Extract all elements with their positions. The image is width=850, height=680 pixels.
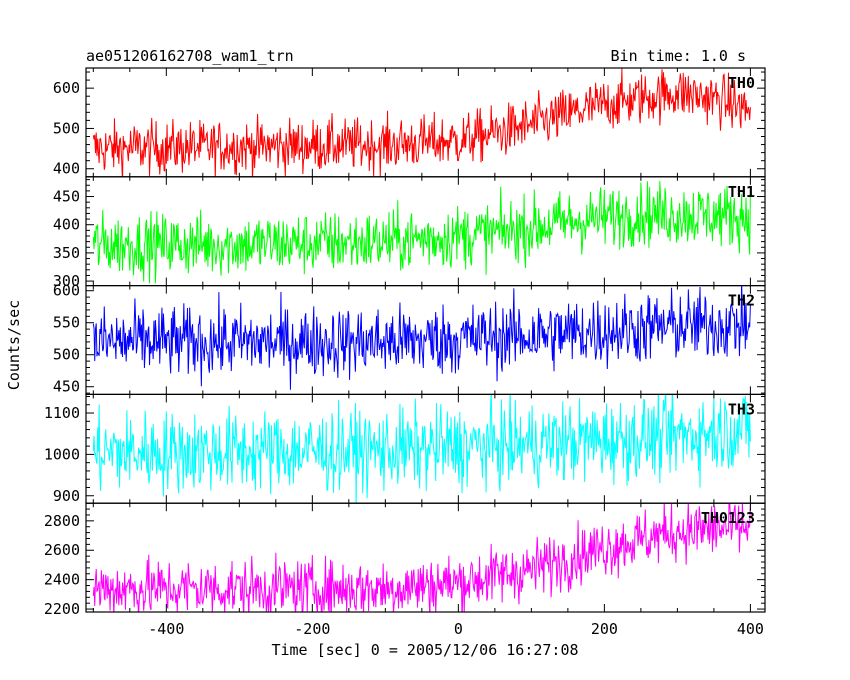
panel-label-th2: TH2 xyxy=(728,292,755,310)
series-line-th3 xyxy=(92,394,751,504)
y-tick-label: 600 xyxy=(53,282,80,300)
y-tick-label: 300 xyxy=(53,272,80,290)
y-tick-label: 400 xyxy=(53,160,80,178)
panel-th3: 900 1000 1100 TH3 xyxy=(44,393,766,505)
y-tick-label: 1100 xyxy=(44,404,80,422)
y-tick-label: 2400 xyxy=(44,571,80,589)
series-line-th0 xyxy=(92,68,751,177)
panel-frame xyxy=(85,502,766,613)
series-line-th2 xyxy=(92,285,751,390)
chart-title: ae051206162708_wam1_trn xyxy=(86,47,294,65)
y-tick-label: 2600 xyxy=(44,541,80,559)
y-tick-label: 450 xyxy=(53,378,80,396)
bin-time-label: Bin time: 1.0 s xyxy=(611,47,746,65)
y-tick-label: 550 xyxy=(53,314,80,332)
y-tick-label: 500 xyxy=(53,346,80,364)
series-line-th0123 xyxy=(92,503,751,613)
x-axis: -400 -200 0 200 400 xyxy=(148,620,764,638)
x-tick-label: 200 xyxy=(591,620,618,638)
x-tick-label: 400 xyxy=(737,620,764,638)
panel-label-th1: TH1 xyxy=(728,183,755,201)
y-tick-label: 2200 xyxy=(44,600,80,618)
x-tick-label: -400 xyxy=(148,620,184,638)
panel-th2: 450 500 550 600 TH2 xyxy=(53,282,766,396)
y-axis-label: Counts/sec xyxy=(5,300,23,390)
y-tick-label: 900 xyxy=(53,487,80,505)
x-tick-label: -200 xyxy=(294,620,330,638)
x-tick-label: 0 xyxy=(454,620,463,638)
panel-label-th0123: TH0123 xyxy=(701,509,755,527)
y-tick-label: 450 xyxy=(53,188,80,206)
y-tick-label: 600 xyxy=(53,79,80,97)
panel-th1: 300 350 400 450 TH1 xyxy=(53,176,766,290)
panel-th0123: 2200 2400 2600 2800 TH0123 xyxy=(44,502,766,618)
y-tick-label: 350 xyxy=(53,244,80,262)
x-axis-label: Time [sec] 0 = 2005/12/06 16:27:08 xyxy=(271,641,578,659)
panel-th0: 400 500 600 TH0 xyxy=(53,67,766,178)
y-tick-label: 400 xyxy=(53,216,80,234)
y-tick-label: 1000 xyxy=(44,445,80,463)
panel-label-th3: TH3 xyxy=(728,400,755,418)
series-line-th1 xyxy=(92,181,751,284)
y-tick-label: 500 xyxy=(53,119,80,137)
panels-group: 400 500 600 TH0 300 350 400 450 TH1 450 500 550 600 T… xyxy=(44,67,766,618)
y-tick-label: 2800 xyxy=(44,512,80,530)
panel-label-th0: TH0 xyxy=(728,74,755,92)
